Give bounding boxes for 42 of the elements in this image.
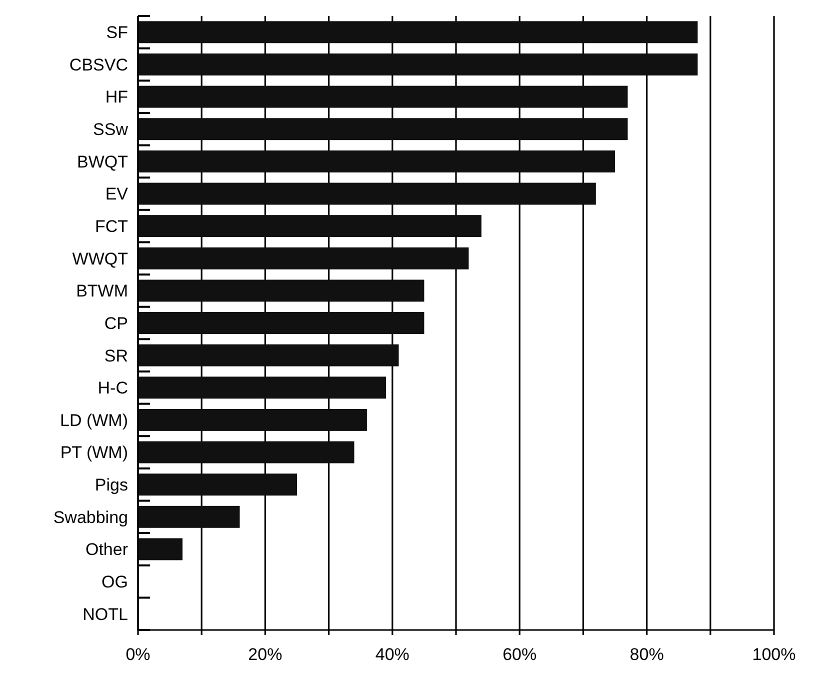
bar	[138, 506, 240, 528]
y-tick-label: CP	[104, 314, 128, 333]
y-tick-label: SF	[106, 23, 128, 42]
bar	[138, 376, 386, 399]
x-tick-label: 100%	[752, 645, 796, 664]
y-tick-label: HF	[105, 88, 128, 107]
bar	[138, 118, 628, 140]
x-tick-label: 60%	[502, 645, 537, 664]
x-tick-label: 0%	[126, 645, 150, 664]
y-tick-label: LD (WM)	[60, 410, 128, 430]
bar	[138, 408, 367, 431]
bar	[138, 215, 482, 238]
x-tick-label: 80%	[630, 645, 664, 664]
y-tick-label: WWQT	[72, 249, 128, 268]
y-tick-label: EV	[105, 184, 129, 204]
y-tick-label: Pigs	[94, 476, 128, 495]
bar	[138, 150, 615, 172]
y-tick-label: OG	[102, 572, 128, 592]
y-tick-label: BTWM	[76, 282, 128, 301]
y-tick-label: Swabbing	[53, 508, 128, 527]
bar	[138, 280, 424, 302]
y-tick-label: PT (WM)	[60, 443, 128, 462]
y-tick-label: SR	[104, 346, 128, 366]
y-tick-label: FCT	[94, 217, 128, 236]
x-tick-label: 20%	[248, 645, 282, 664]
y-tick-label: Other	[85, 540, 128, 560]
y-tick-label: CBSVC	[69, 55, 128, 74]
bar	[138, 247, 469, 270]
x-tick-label: 40%	[375, 645, 410, 664]
bar	[138, 86, 628, 108]
bar	[138, 538, 183, 560]
bar	[138, 21, 698, 44]
bar	[138, 344, 399, 366]
y-tick-label: NOTL	[82, 604, 128, 624]
bar	[138, 182, 596, 205]
bar	[138, 474, 297, 496]
y-tick-label: BWQT	[77, 152, 128, 172]
bar	[138, 441, 354, 464]
bar	[138, 312, 424, 334]
y-tick-label: SSw	[93, 120, 129, 140]
y-tick-label: H-C	[98, 378, 128, 398]
bar	[138, 53, 698, 76]
